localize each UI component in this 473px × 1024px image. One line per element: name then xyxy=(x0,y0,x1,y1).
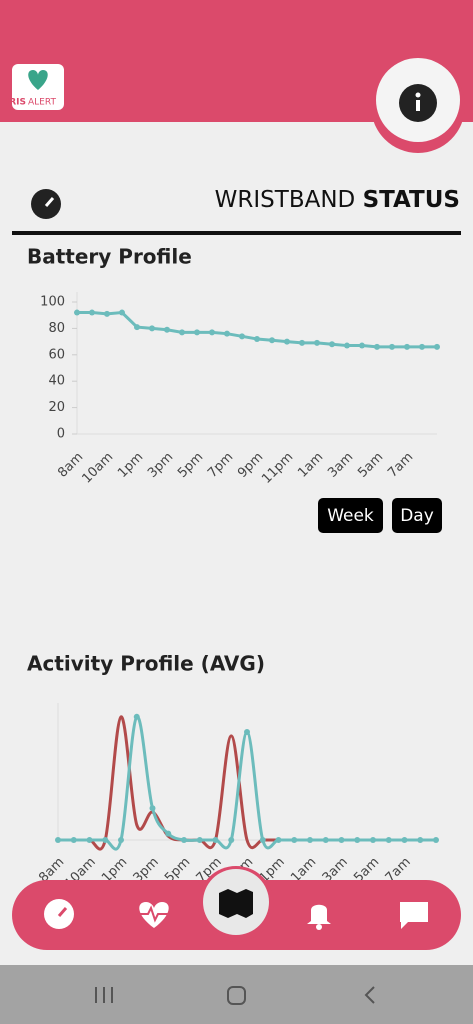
point xyxy=(374,343,380,350)
point xyxy=(385,837,392,843)
nav-messages[interactable] xyxy=(400,902,428,929)
info-icon-i xyxy=(416,100,420,111)
point xyxy=(269,337,275,344)
point xyxy=(344,342,350,349)
point xyxy=(104,310,110,317)
point xyxy=(338,837,345,843)
android-buttons xyxy=(95,986,375,1005)
y-tick-label: 100 xyxy=(40,295,65,310)
point xyxy=(417,837,424,843)
point xyxy=(329,341,335,348)
point xyxy=(291,837,298,843)
point xyxy=(244,729,250,736)
point xyxy=(74,309,80,316)
point xyxy=(86,837,93,843)
line-series xyxy=(57,715,436,851)
point xyxy=(419,343,425,350)
button-label: Day xyxy=(400,506,434,526)
button-label: Week xyxy=(327,506,374,526)
point xyxy=(149,805,156,812)
point xyxy=(354,837,361,843)
point xyxy=(401,837,408,843)
point xyxy=(102,837,109,843)
x-tick-label: 7pm xyxy=(205,450,236,481)
point xyxy=(322,837,329,843)
point xyxy=(433,837,439,843)
title-light: WRISTBAND xyxy=(215,187,356,213)
point xyxy=(209,329,215,336)
point xyxy=(89,309,95,316)
point xyxy=(314,339,320,346)
x-tick-label: 5pm xyxy=(175,450,206,481)
point xyxy=(389,343,395,350)
nav-health-pulse xyxy=(140,905,168,923)
point xyxy=(359,342,365,349)
point xyxy=(149,325,155,332)
point xyxy=(307,837,313,843)
section-title: WRISTBAND STATUS xyxy=(215,187,460,213)
point xyxy=(434,343,440,350)
x-tick-label: 3pm xyxy=(145,450,176,481)
point xyxy=(239,333,245,340)
logo-text: IRIS xyxy=(6,98,26,108)
nav-dashboard-needle xyxy=(57,907,68,917)
dashboard-needle xyxy=(44,197,55,207)
y-tick-label: 40 xyxy=(48,374,65,389)
point xyxy=(275,837,282,843)
nav-alerts-clapper xyxy=(316,924,322,930)
point xyxy=(254,335,260,342)
point xyxy=(134,324,140,331)
point xyxy=(165,830,172,837)
point xyxy=(70,837,77,843)
android-nav xyxy=(0,965,473,1024)
logo-heart xyxy=(28,70,48,90)
x-tick-label: 1pm xyxy=(115,450,146,481)
point xyxy=(224,330,230,337)
point xyxy=(404,343,410,350)
point xyxy=(118,837,124,843)
charts: 0204060801008am10am1pm3pm5pm7pm9pm11pm1a… xyxy=(36,292,440,892)
point xyxy=(164,326,170,333)
chart-title: Activity Profile (AVG) xyxy=(27,652,265,676)
x-tick-label: 7am xyxy=(385,450,416,481)
y-tick-label: 0 xyxy=(57,427,65,442)
point xyxy=(133,713,140,720)
x-tick-label: 3am xyxy=(325,450,356,481)
point xyxy=(196,837,203,843)
nav-alerts[interactable] xyxy=(307,904,331,924)
day-button[interactable] xyxy=(392,498,442,533)
point xyxy=(194,329,200,336)
info-icon-dot xyxy=(415,92,421,98)
y-tick-label: 20 xyxy=(48,400,65,415)
y-tick-label: 80 xyxy=(48,321,65,336)
chart-title: Battery Profile xyxy=(27,245,192,269)
point xyxy=(370,837,376,843)
title-bold: STATUS xyxy=(363,187,460,213)
week-button[interactable] xyxy=(318,498,383,533)
x-tick-label: 11pm xyxy=(259,450,296,487)
divider xyxy=(12,231,461,235)
x-tick-label: 1am xyxy=(295,450,326,481)
y-tick-label: 60 xyxy=(48,347,65,362)
point xyxy=(181,837,187,843)
point xyxy=(299,339,305,346)
point xyxy=(55,837,61,843)
point xyxy=(119,309,125,316)
nav-map-icon xyxy=(219,889,253,918)
x-tick-label: 10am xyxy=(79,450,116,487)
point xyxy=(179,329,185,336)
point xyxy=(259,837,266,843)
point xyxy=(228,837,235,843)
point xyxy=(212,837,219,843)
line-series xyxy=(57,715,436,851)
logo-text: ALERT xyxy=(28,98,56,108)
x-tick-label: 5am xyxy=(355,450,386,481)
point xyxy=(284,338,290,345)
